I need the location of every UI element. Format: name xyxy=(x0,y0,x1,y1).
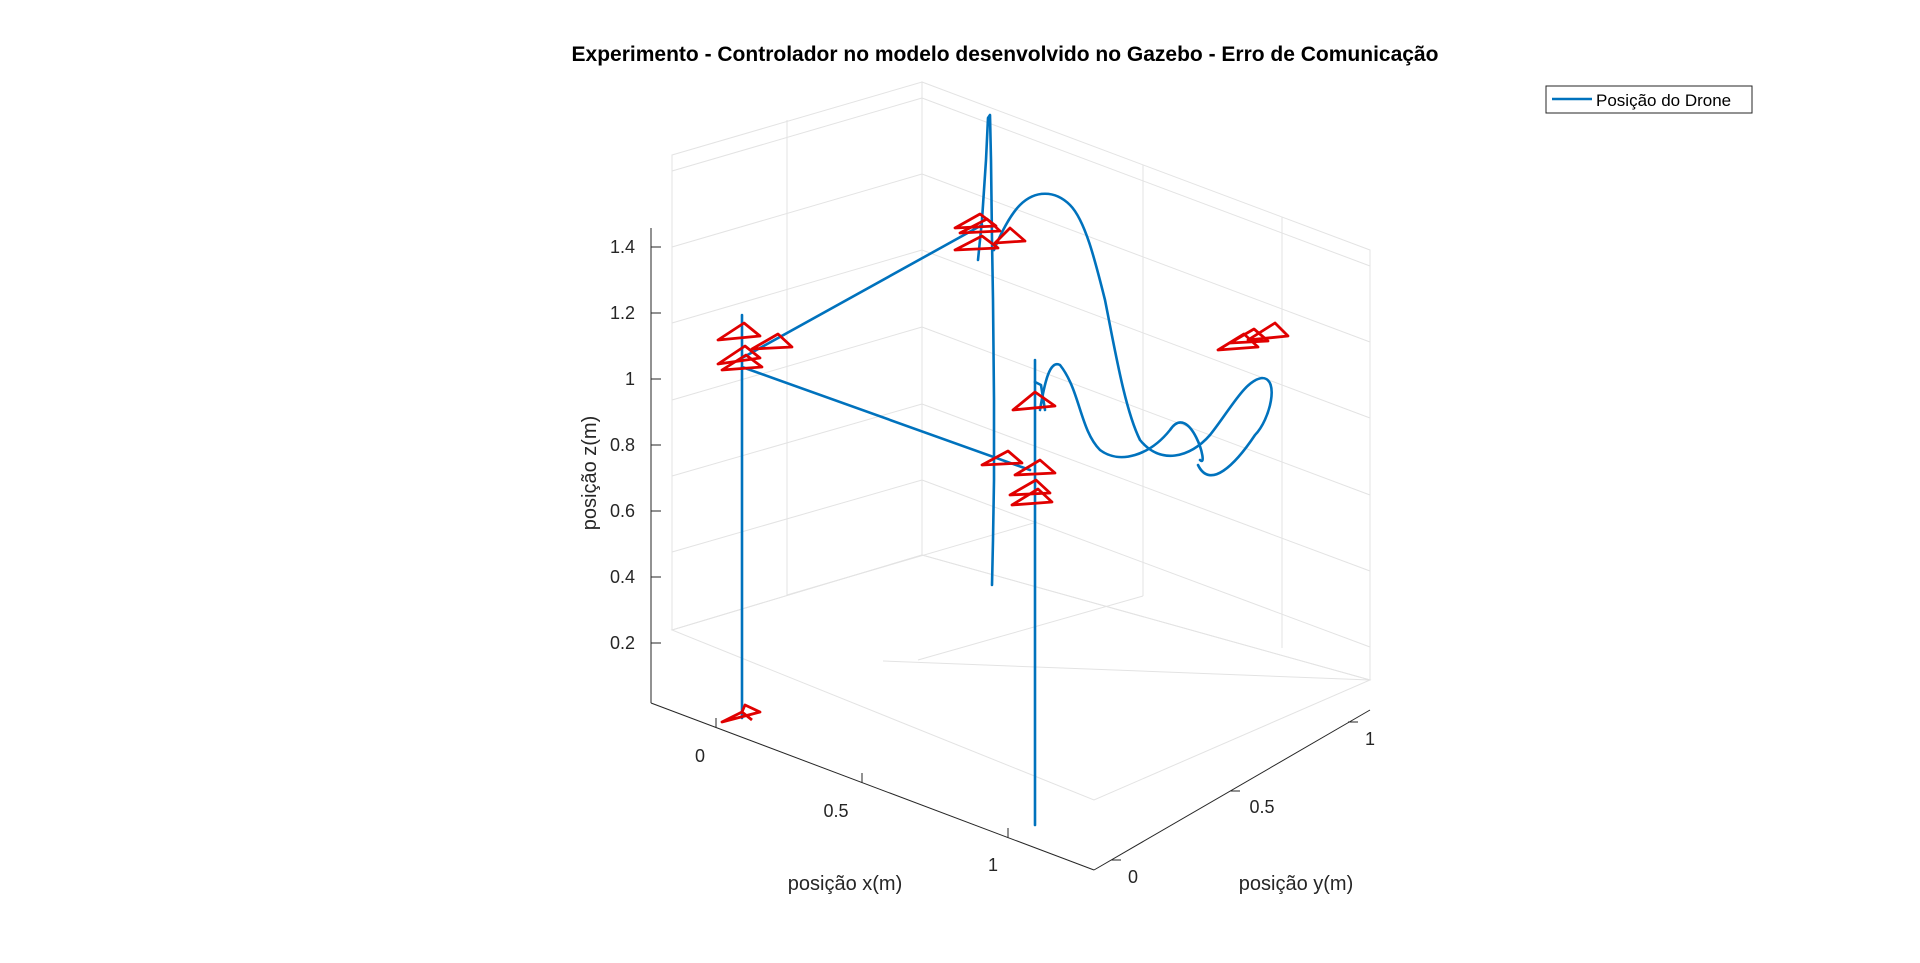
y-tick-label: 1 xyxy=(1365,729,1375,749)
x-axis-label: posição x(m) xyxy=(788,873,902,895)
drone-marker xyxy=(953,234,1000,252)
trajectory-segment xyxy=(1038,362,1204,463)
trajectory-segment xyxy=(740,223,984,360)
z-axis-ticks: 1.4 1.2 1 0.8 0.6 0.4 0.2 xyxy=(610,237,661,653)
drone-marker xyxy=(1246,321,1290,342)
trajectory-segment xyxy=(992,192,1273,477)
z-tick-label: 1.2 xyxy=(610,303,635,323)
z-tick-label: 0.4 xyxy=(610,567,635,587)
z-tick-label: 0.6 xyxy=(610,501,635,521)
grid xyxy=(670,81,1372,801)
y-tick-label: 0 xyxy=(1128,867,1138,887)
drone-marker xyxy=(1011,390,1057,412)
x-axis-ticks: 0 0.5 1 xyxy=(695,718,1009,875)
trajectory-segment xyxy=(740,365,1032,472)
legend-entry-label: Posição do Drone xyxy=(1596,91,1731,110)
z-tick-label: 1.4 xyxy=(610,237,635,257)
trajectory-segment xyxy=(976,113,996,587)
drone-marker xyxy=(750,332,794,351)
drone-marker xyxy=(716,321,762,342)
y-axis-ticks: 0 0.5 1 xyxy=(1111,721,1375,887)
drone-marker xyxy=(1228,327,1270,345)
x-tick-label: 1 xyxy=(988,855,998,875)
z-tick-label: 0.2 xyxy=(610,633,635,653)
drone-marker xyxy=(958,217,1002,235)
drone-markers xyxy=(716,212,1290,724)
z-tick-label: 1 xyxy=(625,369,635,389)
x-tick-label: 0.5 xyxy=(823,801,848,821)
drone-marker xyxy=(980,449,1024,467)
y-tick-label: 0.5 xyxy=(1249,797,1274,817)
legend: Posição do Drone xyxy=(1545,85,1753,114)
chart-title: Experimento - Controlador no modelo dese… xyxy=(572,43,1439,66)
trajectory-segment xyxy=(1033,380,1047,412)
drone-marker xyxy=(720,703,762,724)
axes xyxy=(650,228,1371,871)
z-tick-label: 0.8 xyxy=(610,435,635,455)
series-posicao-do-drone xyxy=(740,113,1273,827)
drone-marker xyxy=(720,353,764,372)
y-axis-label: posição y(m) xyxy=(1239,873,1353,895)
x-tick-label: 0 xyxy=(695,746,705,766)
drone-marker xyxy=(993,226,1027,245)
z-axis-label: posição z(m) xyxy=(579,416,601,530)
drone-marker xyxy=(1013,458,1057,477)
drone-marker xyxy=(1010,487,1054,507)
